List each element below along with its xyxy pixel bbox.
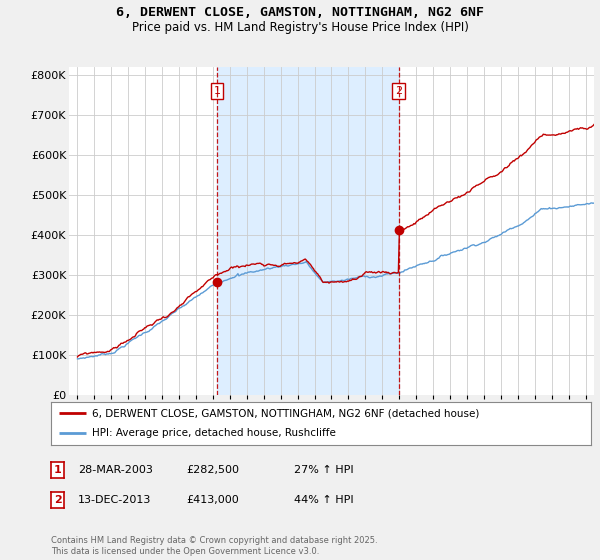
Text: Price paid vs. HM Land Registry's House Price Index (HPI): Price paid vs. HM Land Registry's House … xyxy=(131,21,469,34)
Text: 6, DERWENT CLOSE, GAMSTON, NOTTINGHAM, NG2 6NF: 6, DERWENT CLOSE, GAMSTON, NOTTINGHAM, N… xyxy=(116,6,484,18)
Text: 1: 1 xyxy=(54,465,61,475)
Text: 27% ↑ HPI: 27% ↑ HPI xyxy=(294,465,353,475)
Text: 1: 1 xyxy=(214,86,221,96)
Text: 2: 2 xyxy=(54,495,61,505)
Text: 2: 2 xyxy=(395,86,402,96)
Text: Contains HM Land Registry data © Crown copyright and database right 2025.
This d: Contains HM Land Registry data © Crown c… xyxy=(51,536,377,556)
Text: £413,000: £413,000 xyxy=(186,495,239,505)
Text: £282,500: £282,500 xyxy=(186,465,239,475)
Text: 6, DERWENT CLOSE, GAMSTON, NOTTINGHAM, NG2 6NF (detached house): 6, DERWENT CLOSE, GAMSTON, NOTTINGHAM, N… xyxy=(91,408,479,418)
Text: 44% ↑ HPI: 44% ↑ HPI xyxy=(294,495,353,505)
Text: 28-MAR-2003: 28-MAR-2003 xyxy=(78,465,153,475)
Bar xyxy=(217,67,398,395)
Text: 13-DEC-2013: 13-DEC-2013 xyxy=(78,495,151,505)
Text: HPI: Average price, detached house, Rushcliffe: HPI: Average price, detached house, Rush… xyxy=(91,428,335,438)
